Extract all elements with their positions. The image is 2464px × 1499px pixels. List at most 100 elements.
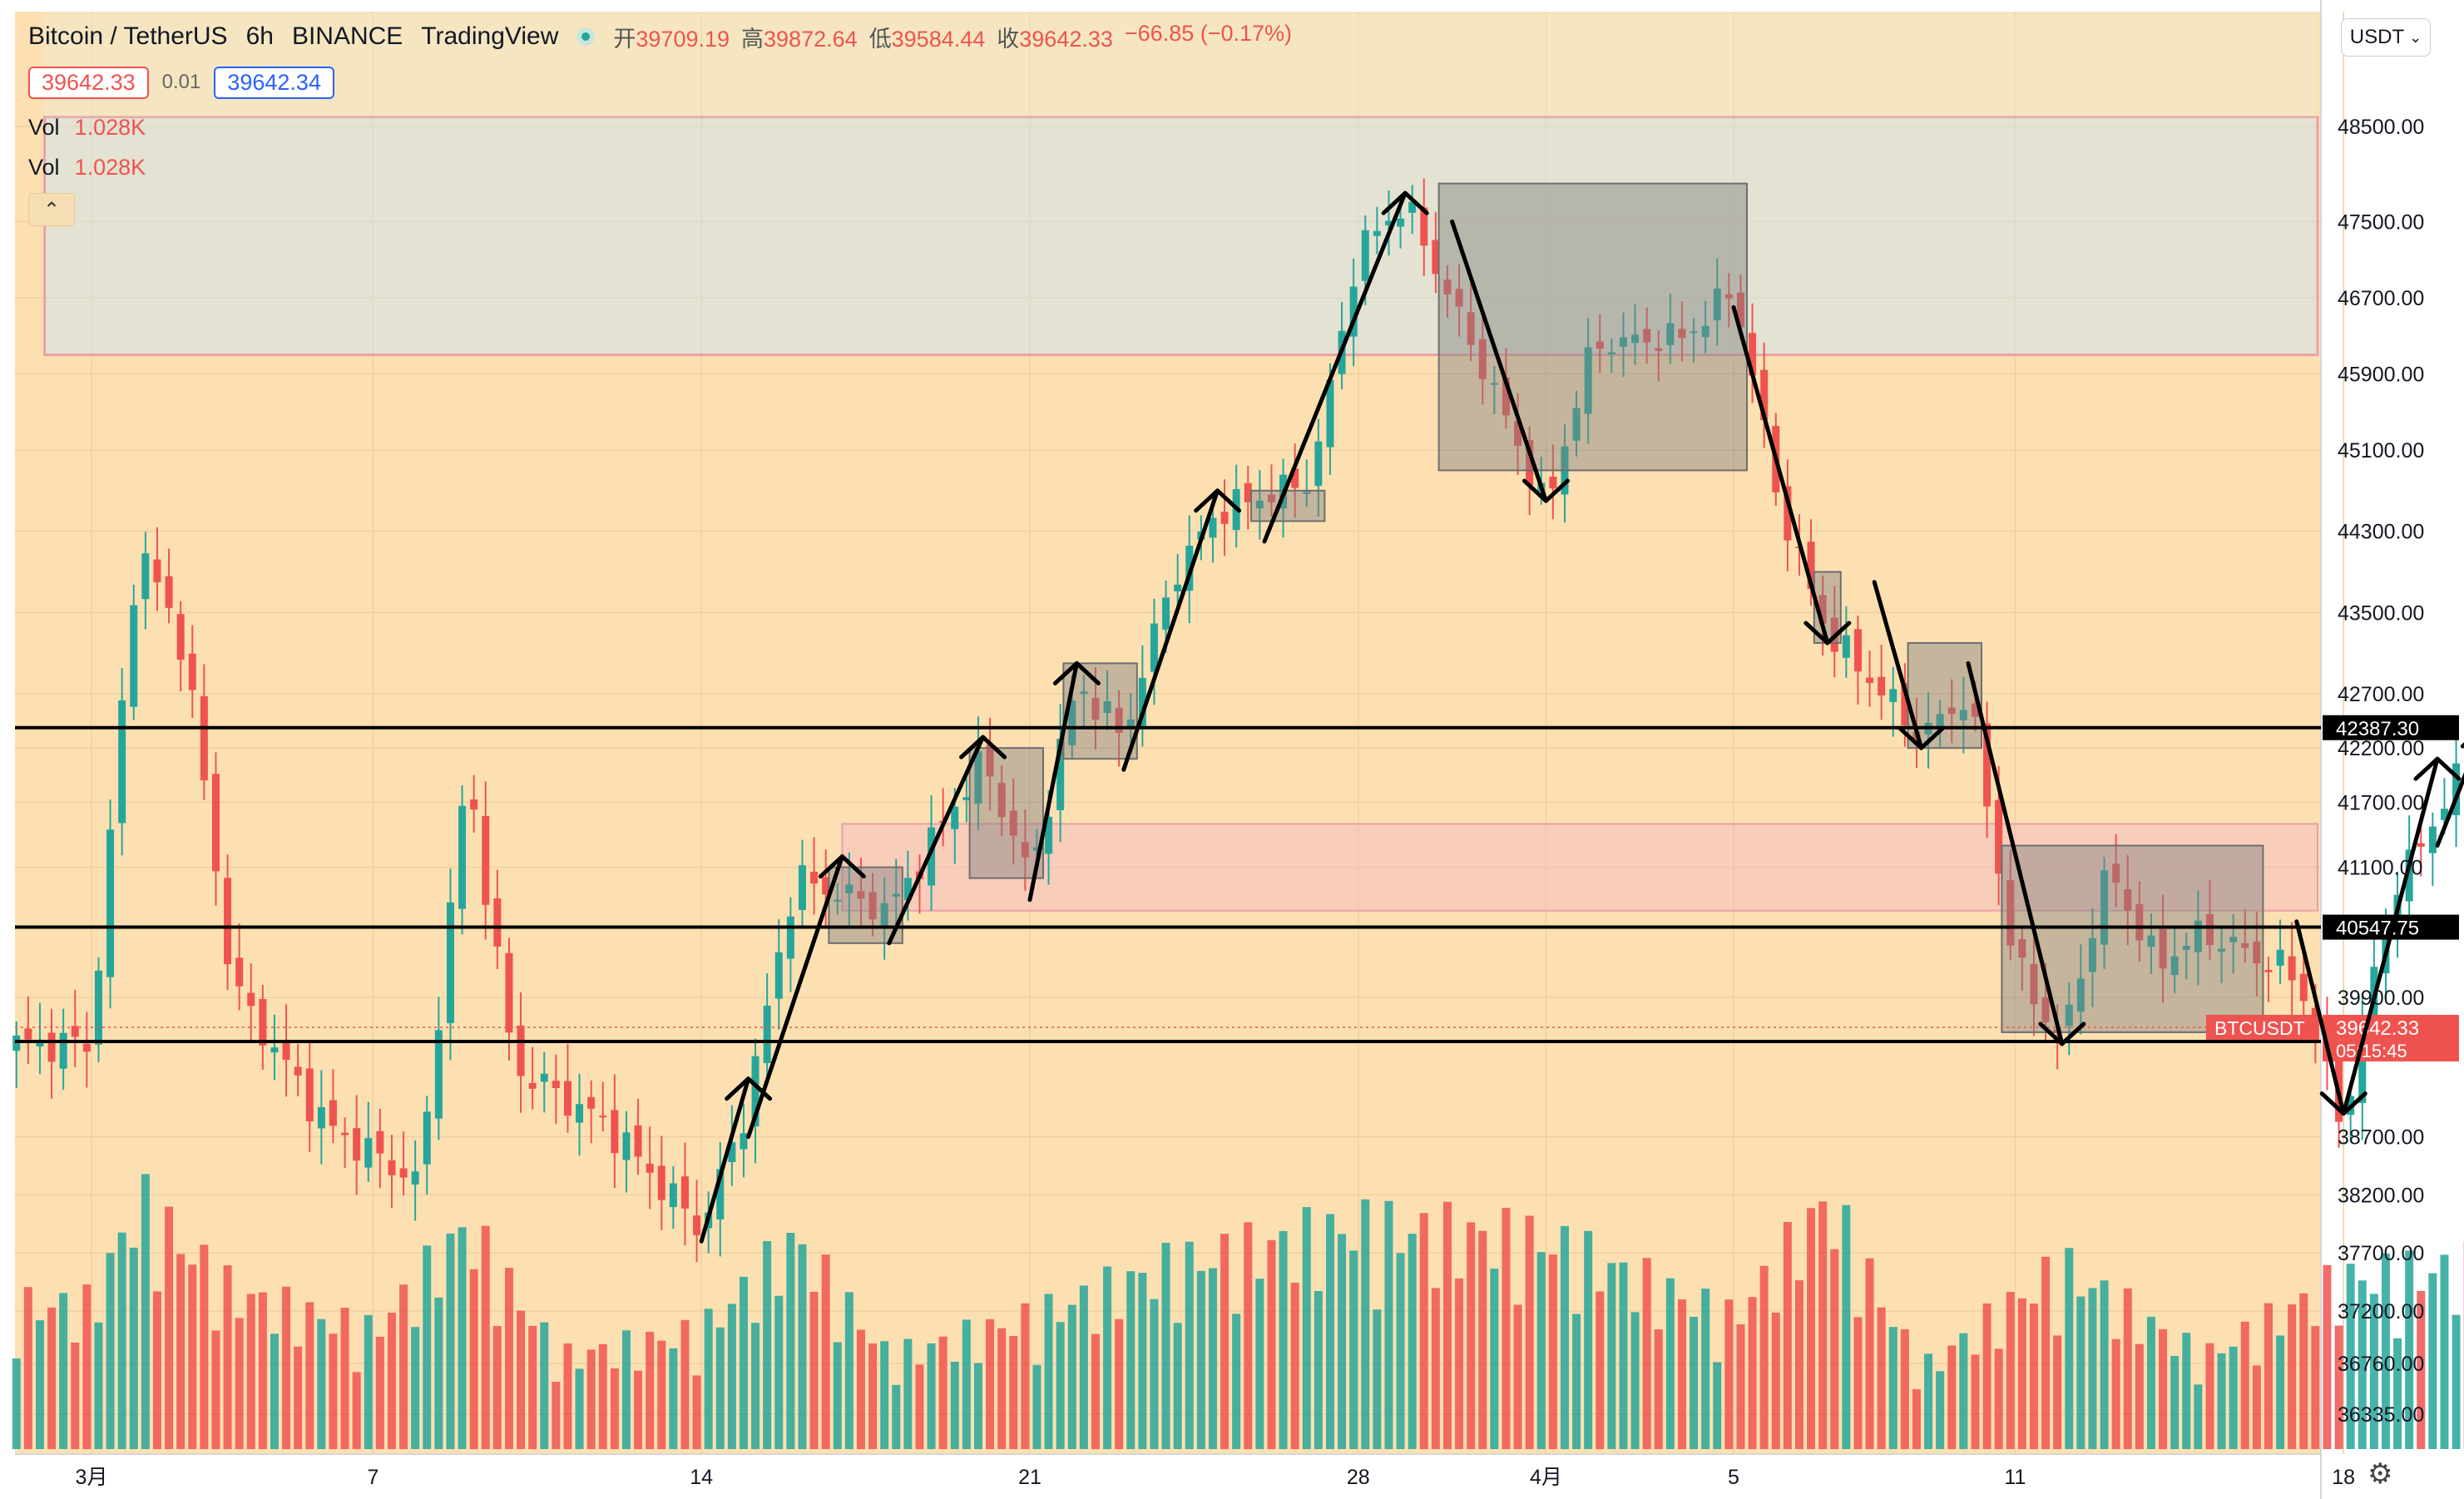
volume-bar <box>1888 1327 1897 1449</box>
volume-bar <box>1032 1364 1042 1449</box>
swing-arrow-line <box>2294 919 2346 1116</box>
interval-label[interactable]: 6h <box>245 22 274 50</box>
candle-body <box>434 1030 443 1119</box>
candle-body <box>997 783 1006 818</box>
candle-body <box>1220 512 1229 524</box>
symbol-name[interactable]: Bitcoin / TetherUS <box>28 22 228 50</box>
candle-body <box>1760 369 1769 421</box>
volume-bar <box>364 1314 373 1449</box>
candle-body <box>1009 810 1017 836</box>
candle-body <box>388 1160 396 1175</box>
volume-bar <box>2194 1384 2203 1449</box>
volume-bar <box>1442 1201 1452 1449</box>
volume-bar <box>1044 1294 1053 1449</box>
x-tick-label: 4月 <box>1530 1466 1562 1489</box>
candle-body <box>2194 920 2202 952</box>
y-tick-label: 36335.00 <box>2338 1403 2424 1427</box>
volume-bar <box>1079 1285 1088 1449</box>
volume-bar <box>962 1319 971 1449</box>
candle-countdown-label: 05:15:45 <box>2336 1041 2407 1061</box>
high-label: 高 <box>741 26 764 52</box>
volume-bar <box>1607 1263 1616 1449</box>
candle-body <box>1995 799 2003 874</box>
volume-bar <box>833 1342 842 1449</box>
y-tick-label: 42700.00 <box>2338 683 2424 706</box>
volume-bar <box>1467 1222 1476 1449</box>
volume-bar <box>751 1323 760 1449</box>
volume-indicator-legend[interactable]: Vol 1.028K <box>28 115 146 141</box>
candle-body <box>892 893 900 897</box>
volume-bar <box>23 1287 32 1449</box>
volume-bar <box>621 1330 631 1449</box>
volume-bar <box>739 1276 748 1449</box>
volume-bar <box>1056 1322 1065 1449</box>
gear-icon[interactable]: ⚙ <box>2368 1458 2393 1490</box>
candle-body <box>59 1032 67 1069</box>
buy-price-button[interactable]: 39642.34 <box>214 66 334 99</box>
candle-body <box>1138 677 1146 726</box>
swing-arrow-head <box>1803 621 1852 646</box>
volume-bar <box>2076 1296 2085 1449</box>
candle-body <box>341 1132 349 1135</box>
candle-body <box>1244 482 1252 502</box>
volume-bar <box>1408 1234 1417 1449</box>
candle-body <box>376 1130 384 1154</box>
candle-body <box>458 805 467 909</box>
candle-body <box>552 1081 560 1088</box>
volume-bar <box>1478 1230 1487 1449</box>
volume-bar <box>763 1240 772 1449</box>
volume-bar <box>1877 1307 1886 1449</box>
y-tick-label: 45100.00 <box>2338 439 2424 463</box>
candle-body <box>24 1028 32 1040</box>
volume-bar <box>375 1336 384 1449</box>
candle-body <box>1526 440 1534 486</box>
volume-bar <box>504 1268 513 1449</box>
collapse-legend-button[interactable]: ⌃ <box>28 193 75 226</box>
y-tick-label: 37200.00 <box>2338 1300 2424 1323</box>
volume-bar <box>2006 1292 2015 1449</box>
volume-bar <box>598 1343 607 1449</box>
low-label: 低 <box>868 26 892 52</box>
level-price-label: 40547.75 <box>2336 918 2419 940</box>
indicator-label: Vol <box>28 155 60 180</box>
currency-unit-selector[interactable]: USDT ⌄ <box>2341 18 2431 57</box>
x-tick-label: 11 <box>2004 1466 2026 1489</box>
volume-bar <box>1924 1353 1933 1449</box>
volume-bar <box>352 1372 361 1449</box>
volume-bar <box>469 1269 478 1449</box>
volume-bar <box>2170 1355 2180 1449</box>
volume-indicator-legend[interactable]: Vol 1.028K <box>28 155 146 181</box>
candle-body <box>94 970 102 1045</box>
swing-arrow-head <box>2038 1022 2086 1046</box>
volume-bar <box>1161 1242 1170 1449</box>
candle-body <box>294 1066 302 1076</box>
volume-bar <box>1373 1309 1382 1449</box>
x-tick-label: 14 <box>690 1466 713 1489</box>
candle-body <box>2018 938 2026 958</box>
volume-bar <box>1713 1362 1722 1449</box>
volume-bar <box>2252 1365 2261 1449</box>
volume-bar <box>106 1253 115 1449</box>
volume-bar <box>1103 1266 1112 1449</box>
x-tick-label: 18 <box>2332 1466 2355 1489</box>
volume-bar <box>634 1370 643 1449</box>
candle-body <box>282 1040 290 1061</box>
price-axis-labels: 48500.00 47500.00 46700.00 45900.00 45100.00… <box>2338 116 2424 1427</box>
y-tick-label: 41700.00 <box>2338 791 2424 814</box>
volume-bar <box>844 1292 853 1449</box>
volume-bar <box>1736 1324 1745 1449</box>
sell-price-button[interactable]: 39642.33 <box>28 66 149 99</box>
candle-body <box>1701 325 1709 338</box>
candle-body <box>868 892 877 920</box>
candle-body <box>1596 341 1604 349</box>
volume-bar <box>692 1375 701 1449</box>
volume-bar <box>1771 1312 1780 1449</box>
volume-bar <box>141 1174 150 1449</box>
indicator-label: Vol <box>28 115 60 140</box>
volume-bar <box>1021 1303 1030 1449</box>
volume-bar <box>2240 1321 2249 1449</box>
last-price-tag <box>2323 1014 2459 1061</box>
swing-arrow-line <box>1966 660 2065 1046</box>
